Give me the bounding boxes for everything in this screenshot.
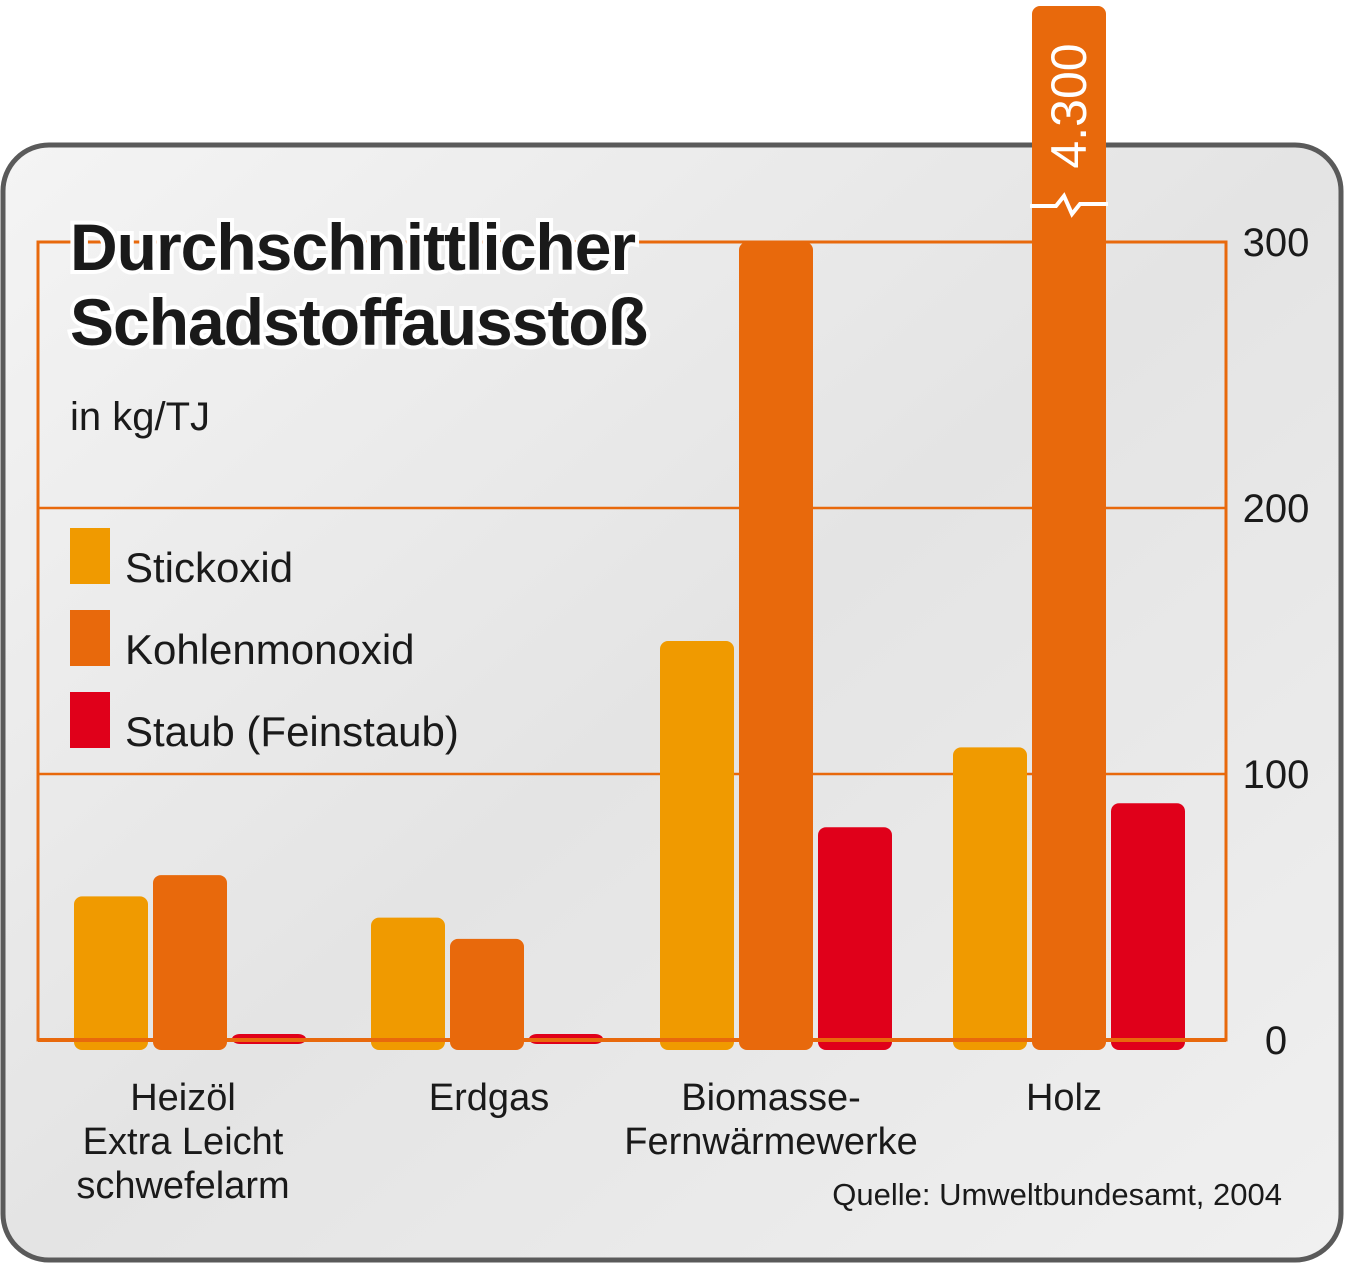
axis-break-marker — [1030, 192, 1108, 218]
bar-stickoxid-3 — [953, 747, 1027, 1050]
y-tick-label: 100 — [1243, 753, 1310, 797]
bar-kohlenmonoxid-1 — [450, 938, 524, 1050]
unit-label: in kg/TJ — [70, 395, 210, 439]
chart-title-line-2: Schadstoffausstoß — [70, 285, 647, 359]
legend-label-stickoxid: Stickoxid — [125, 544, 293, 591]
y-tick-label: 300 — [1243, 221, 1310, 265]
category-label: Fernwärmewerke — [624, 1121, 918, 1163]
y-tick-label: 200 — [1243, 487, 1310, 531]
category-label: Biomasse- — [681, 1077, 861, 1119]
bar-stickoxid-1 — [371, 917, 445, 1050]
bar-stickoxid-2 — [660, 641, 734, 1050]
axis-break-value-label: 4.300 — [1041, 43, 1097, 168]
legend-label-kohlenmonoxid: Kohlenmonoxid — [125, 626, 415, 673]
category-label: Heizöl — [130, 1077, 236, 1119]
bars: 4.300 — [74, 6, 1185, 1050]
category-label: Holz — [1026, 1077, 1102, 1119]
legend-swatch-kohlenmonoxid — [70, 610, 110, 666]
legend-swatch-staub — [70, 692, 110, 748]
bar-kohlenmonoxid-2 — [739, 242, 813, 1050]
category-label: Erdgas — [429, 1077, 549, 1119]
bar-staub-3 — [1111, 803, 1185, 1050]
bar-staub-2 — [818, 827, 892, 1050]
y-axis-ticks: 0 100 200 300 — [1243, 221, 1310, 1063]
legend-swatch-stickoxid — [70, 528, 110, 584]
category-label: Extra Leicht — [83, 1121, 284, 1163]
legend: Stickoxid Kohlenmonoxid Staub (Feinstaub) — [70, 528, 459, 755]
category-label: schwefelarm — [76, 1165, 289, 1207]
bar-kohlenmonoxid-0 — [153, 875, 227, 1050]
legend-label-staub: Staub (Feinstaub) — [125, 708, 459, 755]
source-note: Quelle: Umweltbundesamt, 2004 — [832, 1177, 1282, 1212]
bar-stickoxid-0 — [74, 896, 148, 1050]
bar-kohlenmonoxid-3 — [1032, 6, 1106, 1050]
y-tick-label: 0 — [1265, 1019, 1287, 1063]
gridlines — [38, 506, 1226, 776]
chart-title-line-1: Durchschnittlicher — [70, 210, 635, 284]
